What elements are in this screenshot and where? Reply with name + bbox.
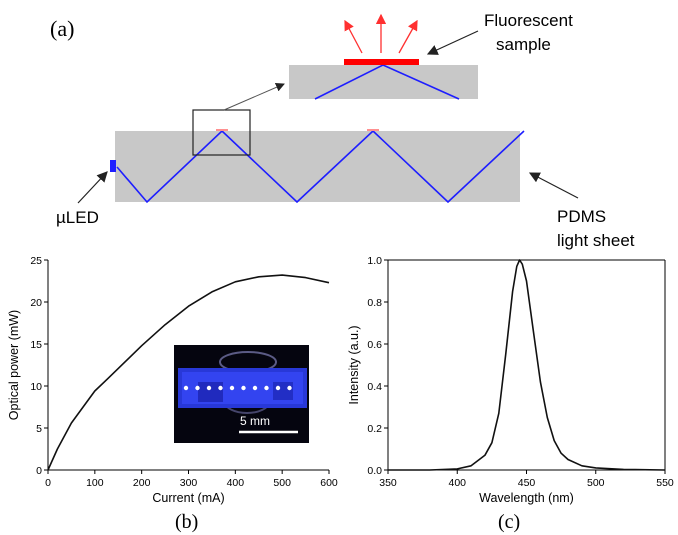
uled-dot [195,385,200,391]
x-axis-label: Current (mA) [152,491,224,505]
y-tick-label: 10 [30,381,42,393]
x-tick-label: 450 [518,477,536,489]
y-tick-label: 0.2 [367,423,382,435]
uled-dot [206,385,212,391]
zoomed-sheet [289,65,478,99]
panel-a-label: (a) [50,16,74,41]
emission-arrows [344,13,418,54]
y-tick-label: 25 [30,255,42,267]
uled-dot [183,385,189,391]
uled-pointer-arrow [77,171,108,204]
uled-label: µLED [56,208,99,227]
y-tick-label: 1.0 [367,255,382,267]
uled-dot [252,385,258,391]
y-tick-label: 0 [36,465,42,477]
uled-dot [275,385,281,391]
x-tick-label: 350 [379,477,397,489]
x-tick-label: 0 [45,477,51,489]
fluorescent-sample-bar [344,59,419,65]
uled-source [110,160,116,172]
x-tick-label: 200 [133,477,151,489]
pdms-pointer-arrow [528,172,579,199]
x-tick-label: 300 [180,477,198,489]
pdms-label-1: PDMS [557,207,606,226]
out-coupling-marks [216,129,379,131]
light-ray-path [116,129,525,204]
fluorescent-sample-label-2: sample [496,35,551,54]
device-photo-inset [174,345,309,443]
panel-b-label: (b) [175,511,198,533]
panel-c-label: (c) [498,511,520,533]
x-tick-label: 100 [86,477,104,489]
y-axis-label: Intensity (a.u.) [347,325,361,404]
y-tick-label: 0.8 [367,297,382,309]
pdms-label-2: light sheet [557,231,635,250]
series-line [388,259,666,471]
x-tick-label: 550 [656,477,674,489]
series-line [47,274,330,471]
uled-dot [264,385,269,391]
uled-dot [241,385,246,391]
uled-dot [218,385,223,391]
y-tick-label: 20 [30,297,42,309]
pdms-sheet [115,131,520,202]
y-tick-label: 0.6 [367,339,382,351]
x-tick-label: 400 [227,477,245,489]
zoom-box [192,109,251,156]
x-tick-label: 500 [273,477,291,489]
chart-optical-power: 0 100 200 300 400 500 600 0 5 10 15 20 25 Current (mA… [7,255,338,505]
y-axis-label: Optical power (mW) [7,310,21,420]
zoom-arrow [223,83,285,111]
x-tick-label: 400 [448,477,466,489]
scale-bar-label: 5 mm [240,414,270,428]
uled-dot [287,385,292,391]
x-axis-label: Wavelength (nm) [479,491,574,505]
y-tick-label: 15 [30,339,42,351]
y-tick-label: 0.0 [367,465,382,477]
fluorescent-sample-label-1: Fluorescent [484,11,573,30]
sample-pointer-arrow [426,30,479,55]
y-tick-label: 0.4 [367,381,382,393]
uled-dot [229,385,235,391]
x-tick-label: 600 [320,477,338,489]
y-tick-label: 5 [36,423,42,435]
x-tick-label: 500 [587,477,605,489]
uled-array-dots [183,385,292,391]
chart-emission-spectrum: 350 400 450 500 550 0.0 0.2 0.4 0.6 0.8 1.0 Wavelen… [347,255,674,505]
